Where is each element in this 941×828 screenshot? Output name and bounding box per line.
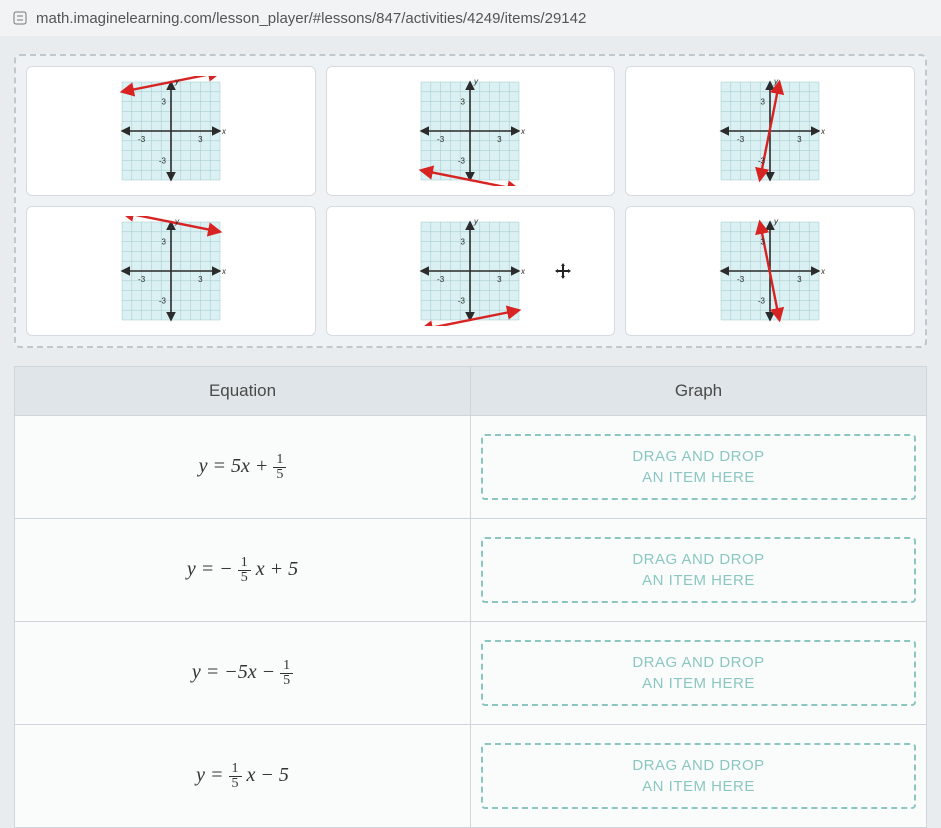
drop-target[interactable]: DRAG AND DROP AN ITEM HERE	[481, 640, 916, 706]
svg-text:x: x	[520, 127, 525, 136]
svg-text:-3: -3	[737, 275, 745, 284]
svg-text:3: 3	[498, 135, 503, 144]
svg-text:-3: -3	[138, 135, 146, 144]
col-header-equation: Equation	[15, 367, 471, 416]
graph-card[interactable]: 3 -3 3 -3 x y	[26, 66, 316, 196]
svg-text:x: x	[221, 267, 226, 276]
svg-text:-3: -3	[138, 275, 146, 284]
svg-text:3: 3	[198, 275, 203, 284]
graph-card[interactable]: 3 -3 3 -3 x y	[625, 66, 915, 196]
table-row: y = −5x − 15 DRAG AND DROP AN ITEM HERE	[15, 622, 927, 725]
drop-hint-line1: DRAG AND DROP	[489, 652, 908, 673]
graph-card[interactable]: 3 -3 3 -3 x y	[625, 206, 915, 336]
equation-cell: y = 15 x − 5	[15, 725, 471, 828]
svg-text:3: 3	[498, 275, 503, 284]
address-bar: math.imaginelearning.com/lesson_player/#…	[0, 0, 941, 36]
table-row: y = − 15 x + 5 DRAG AND DROP AN ITEM HER…	[15, 519, 927, 622]
svg-text:x: x	[820, 127, 825, 136]
svg-text:x: x	[221, 127, 226, 136]
svg-text:-3: -3	[438, 135, 446, 144]
svg-text:3: 3	[761, 98, 766, 107]
svg-text:-3: -3	[737, 135, 745, 144]
svg-text:-3: -3	[159, 296, 167, 305]
table-row: y = 5x + 15 DRAG AND DROP AN ITEM HERE	[15, 416, 927, 519]
drag-source-pool: 3 -3 3 -3 x y 3 -3 3 -3 x y 3	[14, 54, 927, 348]
equation-cell: y = −5x − 15	[15, 622, 471, 725]
drop-hint-line1: DRAG AND DROP	[489, 549, 908, 570]
svg-text:3: 3	[797, 135, 802, 144]
svg-text:3: 3	[161, 98, 166, 107]
table-row: y = 15 x − 5 DRAG AND DROP AN ITEM HERE	[15, 725, 927, 828]
svg-text:-3: -3	[758, 156, 766, 165]
drop-hint-line1: DRAG AND DROP	[489, 755, 908, 776]
graph-card[interactable]: 3 -3 3 -3 x y	[326, 66, 616, 196]
svg-text:-3: -3	[458, 296, 466, 305]
svg-text:3: 3	[797, 275, 802, 284]
url-text: math.imaginelearning.com/lesson_player/#…	[36, 10, 586, 27]
col-header-graph: Graph	[471, 367, 927, 416]
drop-hint-line2: AN ITEM HERE	[489, 776, 908, 797]
drop-target[interactable]: DRAG AND DROP AN ITEM HERE	[481, 743, 916, 809]
svg-text:x: x	[520, 267, 525, 276]
svg-text:3: 3	[198, 135, 203, 144]
equation-cell: y = − 15 x + 5	[15, 519, 471, 622]
move-cursor-icon	[554, 262, 572, 280]
site-info-icon[interactable]	[12, 10, 28, 26]
svg-text:x: x	[820, 267, 825, 276]
svg-text:-3: -3	[438, 275, 446, 284]
drop-hint-line2: AN ITEM HERE	[489, 673, 908, 694]
svg-text:3: 3	[461, 98, 466, 107]
answer-table: Equation Graph y = 5x + 15 DRAG AND DROP…	[14, 366, 927, 828]
graph-card[interactable]: 3 -3 3 -3 x y	[326, 206, 616, 336]
svg-text:3: 3	[461, 238, 466, 247]
svg-text:3: 3	[161, 238, 166, 247]
graph-card[interactable]: 3 -3 3 -3 x y	[26, 206, 316, 336]
drop-hint-line2: AN ITEM HERE	[489, 467, 908, 488]
activity-content: 3 -3 3 -3 x y 3 -3 3 -3 x y 3	[0, 36, 941, 828]
svg-text:3: 3	[761, 238, 766, 247]
svg-text:-3: -3	[758, 296, 766, 305]
drop-hint-line1: DRAG AND DROP	[489, 446, 908, 467]
drop-target[interactable]: DRAG AND DROP AN ITEM HERE	[481, 434, 916, 500]
drop-target[interactable]: DRAG AND DROP AN ITEM HERE	[481, 537, 916, 603]
svg-text:-3: -3	[159, 156, 167, 165]
drop-hint-line2: AN ITEM HERE	[489, 570, 908, 591]
equation-cell: y = 5x + 15	[15, 416, 471, 519]
svg-text:-3: -3	[458, 156, 466, 165]
